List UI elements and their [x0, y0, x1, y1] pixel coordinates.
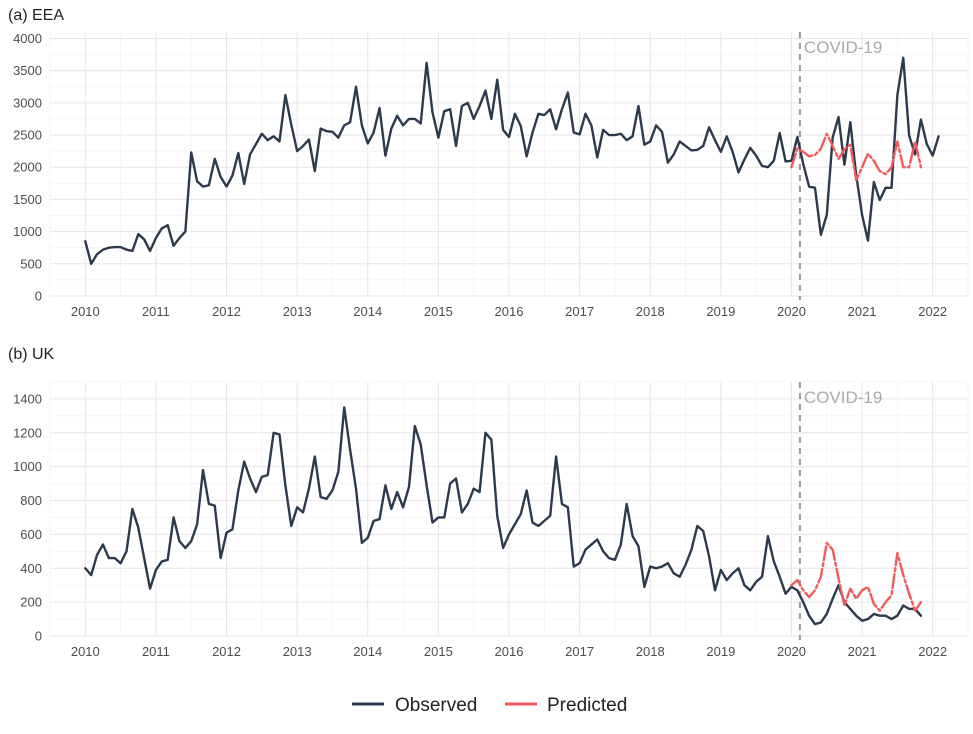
uk-y-tick-label: 400	[20, 561, 42, 576]
eea-y-tick-label: 1500	[13, 192, 42, 207]
uk-y-ticks: 0 200 400 600 800 1000 1200 1400	[13, 391, 42, 643]
eea-x-tick-label: 2011	[142, 304, 170, 319]
eea-y-ticks: 0 500 1000 1500 2000 2500 3000 3500 4000	[13, 31, 42, 304]
eea-x-tick-label: 2012	[212, 304, 241, 319]
eea-x-tick-label: 2022	[918, 304, 947, 319]
uk-x-tick-label: 2019	[706, 644, 735, 659]
eea-x-tick-label: 2018	[636, 304, 665, 319]
eea-y-tick-label: 2500	[13, 128, 42, 143]
eea-panel: (a) EEA 0 500 1000 1500 2000 2500 3000 3500 4000…	[8, 7, 969, 319]
uk-covid-label: COVID-19	[804, 388, 882, 407]
legend-observed-label: Observed	[395, 695, 477, 716]
uk-y-tick-label: 600	[20, 527, 42, 542]
eea-x-tick-label: 2015	[424, 304, 453, 319]
uk-grid	[49, 381, 969, 637]
eea-y-tick-label: 3500	[13, 63, 42, 78]
uk-y-tick-label: 1000	[13, 459, 42, 474]
uk-x-tick-label: 2021	[848, 644, 877, 659]
uk-y-tick-label: 200	[20, 595, 42, 610]
eea-y-tick-label: 3000	[13, 95, 42, 110]
eea-y-tick-label: 0	[35, 289, 42, 304]
eea-y-tick-label: 2000	[13, 160, 42, 175]
eea-grid	[49, 32, 969, 297]
uk-series-predicted-line	[790, 541, 923, 612]
eea-x-tick-label: 2019	[706, 304, 735, 319]
uk-x-ticks: 2010 2011 2012 2013 2014 2015 2016 2017 2018 2019…	[71, 644, 947, 659]
uk-x-tick-label: 2017	[565, 644, 594, 659]
uk-x-tick-label: 2010	[71, 644, 100, 659]
uk-x-tick-label: 2015	[424, 644, 453, 659]
uk-y-tick-label: 1200	[13, 425, 42, 440]
eea-x-tick-label: 2014	[353, 304, 382, 319]
uk-x-tick-label: 2020	[777, 644, 806, 659]
eea-x-tick-label: 2016	[495, 304, 524, 319]
eea-x-tick-label: 2010	[71, 304, 100, 319]
eea-panel-title: (a) EEA	[8, 7, 64, 24]
legend-predicted-label: Predicted	[547, 695, 627, 716]
eea-x-tick-label: 2013	[283, 304, 312, 319]
uk-y-tick-label: 800	[20, 493, 42, 508]
eea-x-tick-label: 2017	[565, 304, 594, 319]
legend: Observed Predicted	[352, 695, 627, 716]
uk-x-tick-label: 2013	[283, 644, 312, 659]
uk-x-tick-label: 2012	[212, 644, 241, 659]
eea-covid-label: COVID-19	[804, 38, 882, 57]
eea-series-predicted-line	[790, 132, 923, 182]
uk-x-tick-label: 2014	[353, 644, 382, 659]
uk-y-tick-label: 1400	[13, 391, 42, 406]
uk-x-tick-label: 2022	[918, 644, 947, 659]
uk-x-tick-label: 2011	[142, 644, 170, 659]
eea-y-tick-label: 4000	[13, 31, 42, 46]
eea-x-tick-label: 2021	[848, 304, 877, 319]
uk-x-tick-label: 2016	[495, 644, 524, 659]
uk-y-tick-label: 0	[35, 629, 42, 644]
eea-series	[84, 56, 940, 265]
uk-series-observed-line	[84, 406, 923, 626]
eea-series-observed-line	[84, 56, 940, 265]
eea-y-tick-label: 1000	[13, 224, 42, 239]
uk-x-tick-label: 2018	[636, 644, 665, 659]
eea-x-tick-label: 2020	[777, 304, 806, 319]
uk-series	[84, 406, 923, 626]
uk-panel-title: (b) UK	[8, 346, 55, 363]
eea-x-ticks: 2010 2011 2012 2013 2014 2015 2016 2017 2018 2019…	[71, 304, 947, 319]
eea-y-tick-label: 500	[20, 256, 42, 271]
